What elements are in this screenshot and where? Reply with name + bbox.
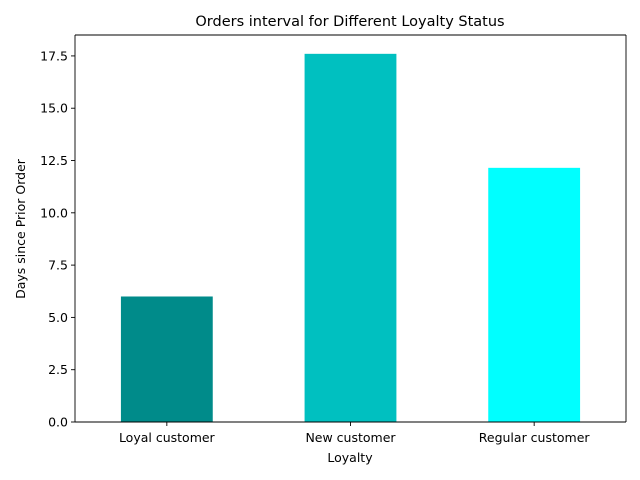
y-tick-label: 10.0 bbox=[40, 205, 68, 220]
y-tick-label: 17.5 bbox=[40, 48, 68, 63]
bar-loyal-customer bbox=[120, 296, 213, 422]
x-tick-label: New customer bbox=[305, 430, 396, 445]
chart-title: Orders interval for Different Loyalty St… bbox=[195, 14, 504, 30]
y-tick-label: 5.0 bbox=[48, 310, 68, 325]
y-tick-label: 2.5 bbox=[48, 362, 68, 377]
x-axis-ticks: Loyal customer New customer Regular custom… bbox=[119, 422, 590, 445]
x-axis-label: Loyalty bbox=[327, 450, 373, 465]
y-tick-label: 0.0 bbox=[48, 415, 68, 430]
x-tick-label: Loyal customer bbox=[119, 430, 216, 445]
y-tick-label: 7.5 bbox=[48, 258, 68, 273]
plot-area: 0.0 2.5 5.0 7.5 10.0 12.5 15.0 17.5 Loyal custo… bbox=[40, 34, 627, 445]
y-tick-label: 15.0 bbox=[40, 101, 68, 116]
bar-new-customer bbox=[304, 53, 397, 422]
bar-regular-customer bbox=[488, 167, 581, 422]
bars-group bbox=[120, 53, 581, 422]
x-tick-label: Regular customer bbox=[479, 430, 591, 445]
y-axis-label: Days since Prior Order bbox=[13, 158, 28, 299]
y-tick-label: 12.5 bbox=[40, 153, 68, 168]
y-axis-ticks: 0.0 2.5 5.0 7.5 10.0 12.5 15.0 17.5 bbox=[40, 48, 75, 430]
